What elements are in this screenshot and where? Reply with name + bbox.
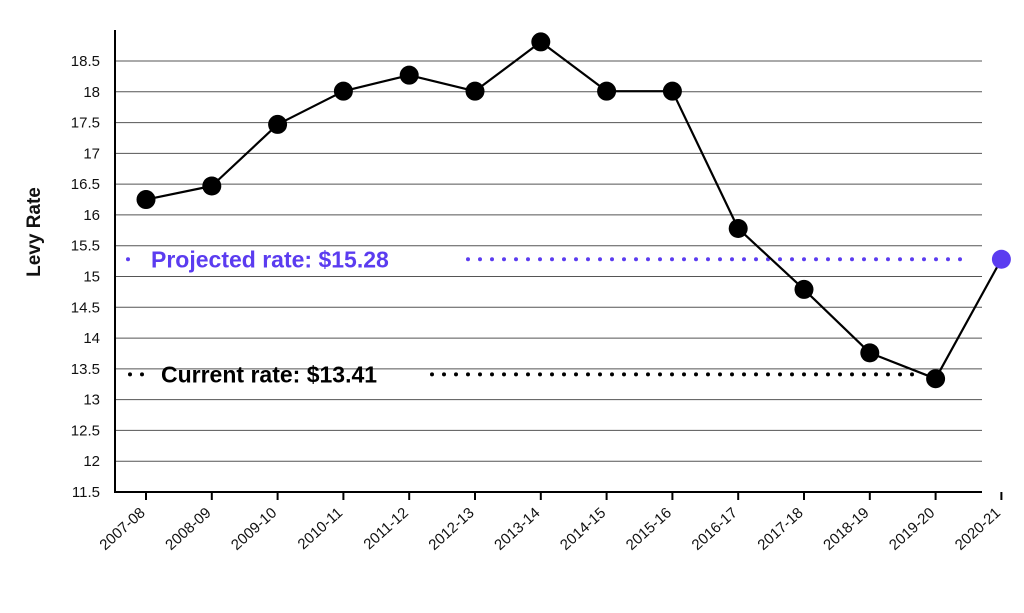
y-tick-label: 17.5 — [71, 115, 100, 132]
x-tick-label: 2020-21 — [952, 504, 1004, 553]
x-tick-label: 2010-11 — [295, 504, 346, 553]
projected-rate-label: Projected rate: $15.28 — [151, 246, 389, 272]
x-tick-label: 2014-15 — [557, 504, 609, 553]
series — [136, 32, 1011, 389]
data-point — [728, 218, 748, 238]
data-point — [597, 81, 617, 101]
y-tick-label: 14 — [83, 330, 100, 347]
y-tick-label: 15 — [83, 269, 100, 286]
x-tick-label: 2011-12 — [360, 504, 411, 553]
data-point — [136, 190, 156, 210]
axes — [114, 30, 982, 493]
current-rate-label: Current rate: $13.41 — [161, 361, 377, 387]
y-tick-label: 16.5 — [71, 176, 100, 193]
gridlines — [115, 60, 982, 462]
data-point — [794, 279, 814, 299]
levy-rate-line — [145, 40, 1003, 380]
x-tick-label: 2017-18 — [754, 504, 806, 553]
y-tick-label: 13.5 — [71, 361, 100, 378]
data-point — [268, 114, 288, 134]
x-tick-label: 2016-17 — [689, 504, 741, 553]
annotations: Projected rate: $15.28 Current rate: $13.… — [126, 246, 964, 387]
x-tick-label: 2015-16 — [623, 504, 675, 553]
y-tick-label: 15.5 — [71, 238, 100, 255]
x-tick-label: 2009-10 — [228, 504, 280, 553]
x-tick-label: 2008-09 — [162, 504, 214, 553]
data-point — [202, 176, 222, 196]
x-tick-label: 2018-19 — [820, 504, 872, 553]
x-tick-label: 2013-14 — [491, 504, 543, 553]
data-point — [860, 343, 880, 363]
y-tick-label: 14.5 — [71, 299, 100, 316]
y-axis-ticks: 11.5 12 12.5 13 13.5 14 14.5 15 15.5 16 16.5 17 17.5… — [71, 53, 100, 501]
y-tick-label: 18 — [83, 84, 100, 101]
x-tick-label: 2012-13 — [425, 504, 477, 553]
data-point — [399, 65, 419, 85]
y-tick-label: 17 — [83, 145, 100, 162]
x-tick-label: 2019-20 — [886, 504, 938, 553]
y-tick-label: 11.5 — [72, 484, 100, 501]
x-axis-ticks: 2007-08 2008-09 2009-10 2010-11 2011-12 2012-… — [96, 492, 1004, 554]
y-tick-label: 16 — [83, 207, 100, 224]
x-tick-label: 2007-08 — [96, 504, 148, 553]
y-tick-label: 18.5 — [71, 53, 100, 70]
y-axis-label: Levy Rate — [24, 187, 45, 277]
y-tick-label: 12 — [83, 453, 100, 470]
data-point — [531, 32, 551, 52]
y-tick-label: 13 — [83, 392, 100, 409]
data-point — [926, 369, 946, 389]
data-point — [465, 81, 485, 101]
y-tick-label: 12.5 — [71, 422, 100, 439]
data-point — [333, 81, 353, 101]
data-point — [662, 81, 682, 101]
data-point — [991, 249, 1011, 269]
